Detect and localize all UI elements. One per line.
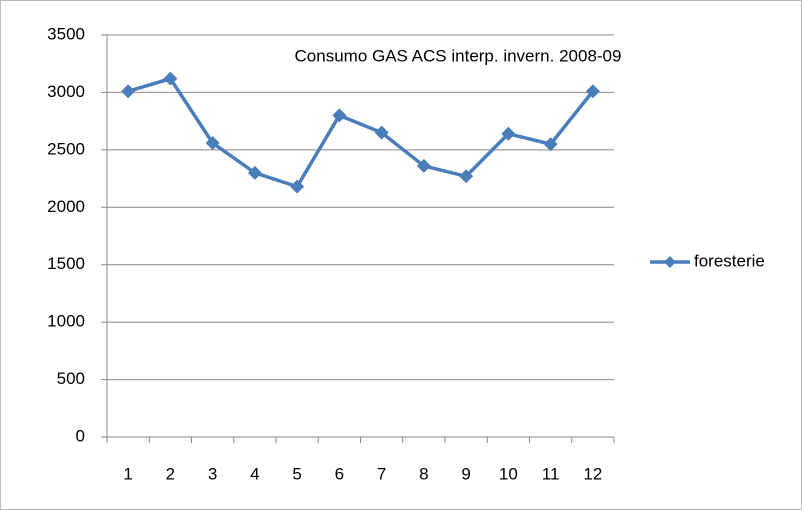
data-point (163, 71, 178, 86)
data-point (374, 125, 389, 140)
y-tick-label: 500 (57, 369, 85, 388)
data-point (585, 84, 600, 99)
data-point (290, 179, 305, 194)
data-point (459, 169, 474, 184)
data-point (205, 135, 220, 150)
x-tick-label: 6 (335, 464, 344, 483)
data-point (543, 137, 558, 152)
x-tick-label: 2 (166, 464, 175, 483)
data-point (121, 84, 136, 99)
x-tick-label: 9 (461, 464, 470, 483)
x-tick-label: 4 (250, 464, 259, 483)
x-tick-label: 3 (208, 464, 217, 483)
x-tick-label: 1 (123, 464, 132, 483)
data-point (416, 158, 431, 173)
data-point (247, 165, 262, 180)
series-line (127, 76, 595, 189)
x-tick-label: 8 (419, 464, 428, 483)
y-tick-label: 3000 (47, 82, 85, 101)
y-tick-label: 0 (76, 426, 85, 445)
x-tick-label: 5 (292, 464, 301, 483)
data-point (501, 126, 516, 141)
x-tick-label: 11 (542, 464, 560, 483)
x-tick-label: 10 (499, 464, 518, 483)
y-tick-label: 1000 (47, 312, 85, 331)
legend-label: foresterie (694, 251, 765, 270)
y-tick-label: 3500 (47, 24, 85, 43)
y-tick-label: 2000 (47, 197, 85, 216)
legend-marker (664, 256, 676, 268)
data-point (332, 108, 347, 123)
x-tick-label: 7 (377, 464, 386, 483)
y-tick-label: 2500 (47, 139, 85, 158)
chart-title: Consumo GAS ACS interp. invern. 2008-09 (295, 46, 622, 65)
y-tick-label: 1500 (47, 254, 85, 273)
x-tick-label: 12 (583, 464, 602, 483)
